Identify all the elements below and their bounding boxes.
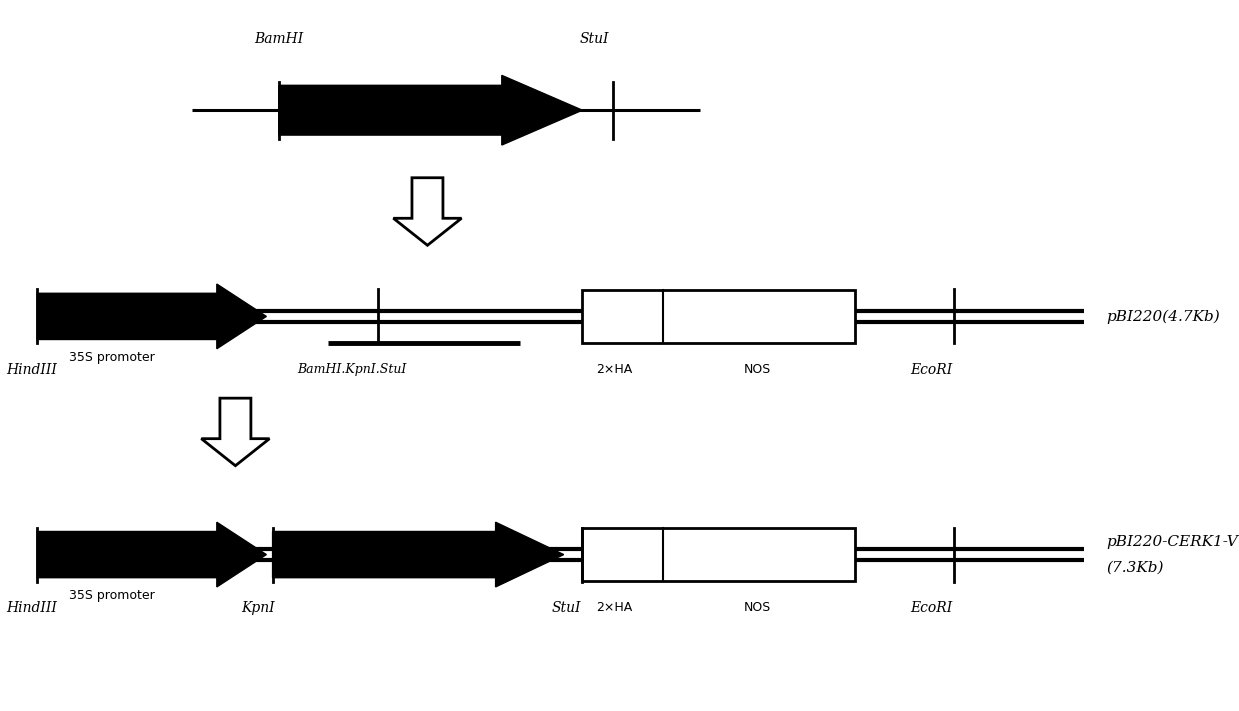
Text: KpnI: KpnI bbox=[242, 601, 275, 615]
Text: HindIII: HindIII bbox=[6, 601, 57, 615]
FancyArrow shape bbox=[279, 75, 582, 145]
Text: 35S promoter: 35S promoter bbox=[68, 589, 155, 602]
Text: BamHI: BamHI bbox=[254, 32, 304, 46]
Text: 35S promoter: 35S promoter bbox=[68, 351, 155, 363]
Text: pBI220(4.7Kb): pBI220(4.7Kb) bbox=[1106, 309, 1220, 324]
Text: HindIII: HindIII bbox=[6, 363, 57, 377]
Text: BamHI.KpnI.StuI: BamHI.KpnI.StuI bbox=[297, 363, 406, 375]
Text: EcoRI: EcoRI bbox=[911, 363, 953, 377]
FancyArrow shape bbox=[273, 522, 564, 587]
Text: (7.3Kb): (7.3Kb) bbox=[1106, 560, 1163, 574]
FancyArrow shape bbox=[37, 284, 266, 348]
Text: 2×HA: 2×HA bbox=[596, 601, 632, 614]
Bar bbox=[582, 528, 855, 582]
Bar bbox=[582, 290, 855, 343]
Text: EcoRI: EcoRI bbox=[911, 601, 953, 615]
Text: NOS: NOS bbox=[745, 601, 771, 614]
Text: NOS: NOS bbox=[745, 363, 771, 375]
FancyArrow shape bbox=[37, 522, 266, 587]
Text: 2×HA: 2×HA bbox=[596, 363, 632, 375]
Polygon shape bbox=[201, 398, 270, 466]
Text: StuI: StuI bbox=[580, 32, 610, 46]
Text: pBI220-CERK1-V: pBI220-CERK1-V bbox=[1106, 535, 1238, 549]
Text: StuI: StuI bbox=[551, 601, 581, 615]
Polygon shape bbox=[393, 178, 461, 245]
